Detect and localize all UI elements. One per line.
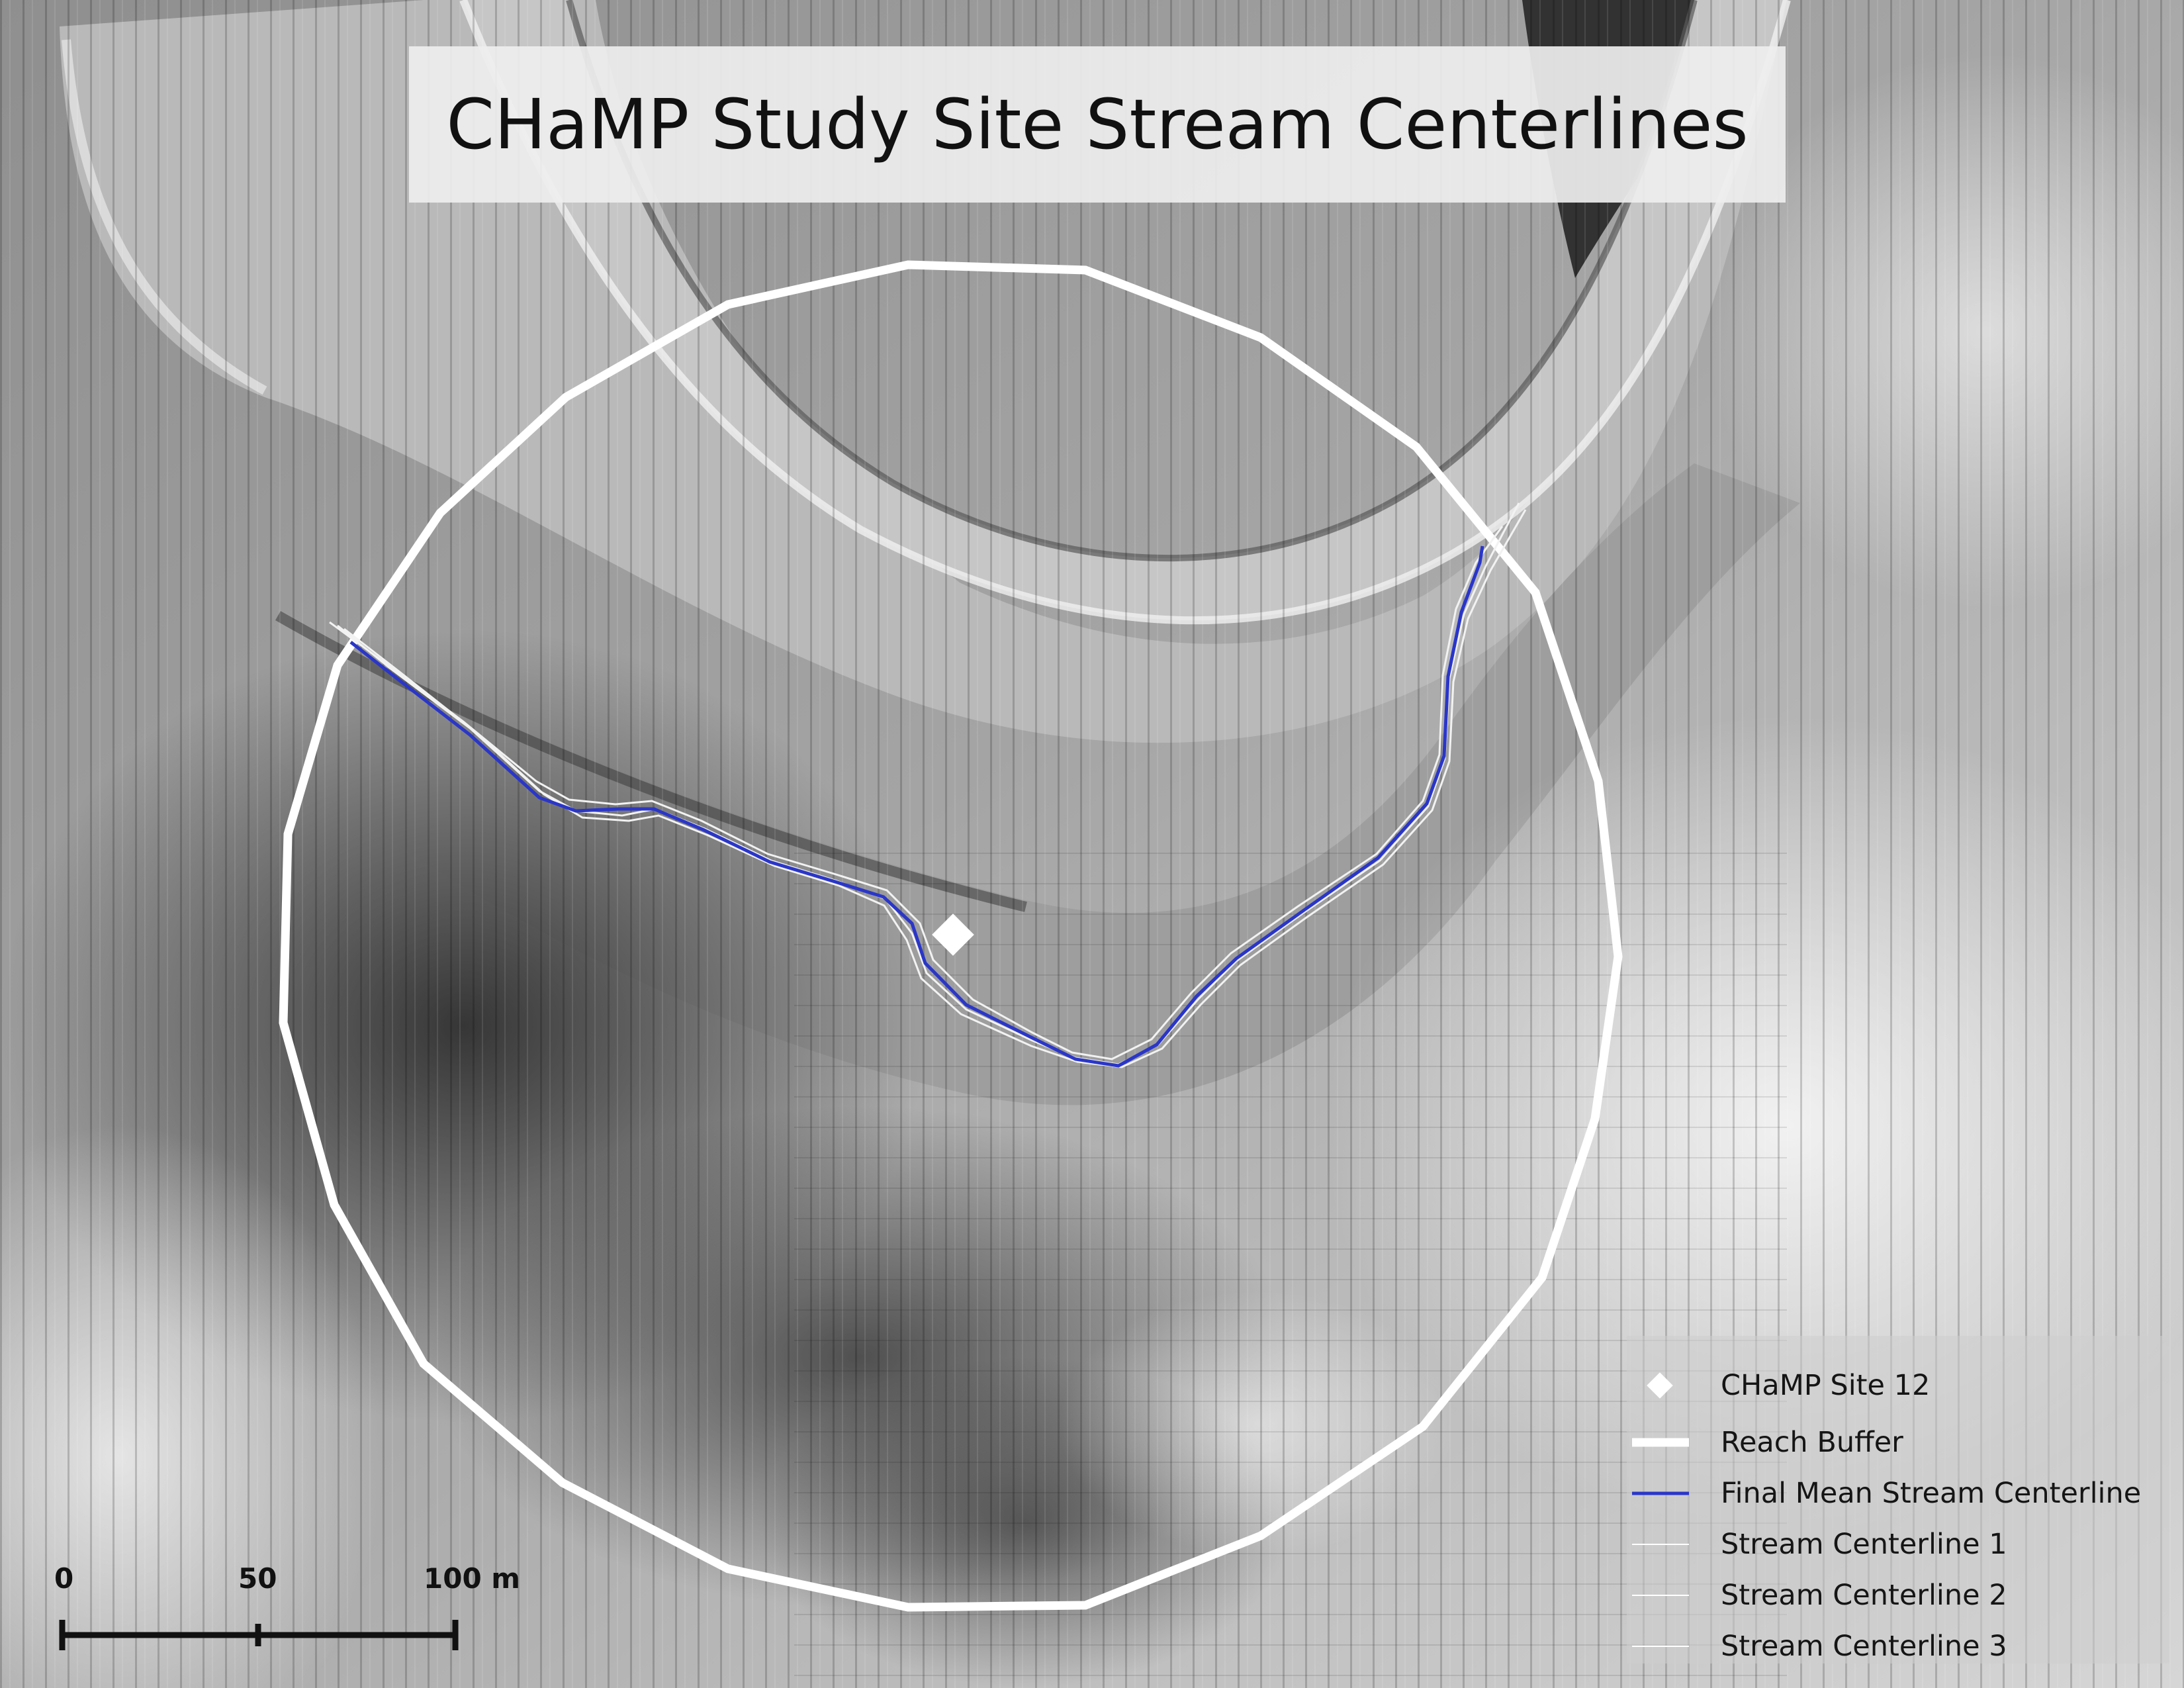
- map-title: CHaMP Study Site Stream Centerlines: [446, 84, 1748, 165]
- legend-item-site: CHaMP Site 12: [1627, 1362, 2169, 1409]
- legend-item-centerline-1: Stream Centerline 1: [1627, 1521, 2169, 1568]
- thin-line-icon: [1627, 1572, 1693, 1618]
- legend-item-centerline-2: Stream Centerline 2: [1627, 1572, 2169, 1618]
- thick-line-icon: [1627, 1419, 1693, 1466]
- legend-label: Final Mean Stream Centerline: [1721, 1470, 2141, 1517]
- scale-label-0: 0: [54, 1562, 73, 1595]
- scale-label-50: 50: [238, 1562, 277, 1595]
- legend: CHaMP Site 12 Reach Buffer Final Mean St…: [1627, 1336, 2169, 1664]
- scale-label-100: 100 m: [424, 1562, 520, 1595]
- legend-label: Stream Centerline 2: [1721, 1572, 2007, 1618]
- champ-site-marker[interactable]: [933, 914, 974, 955]
- final-mean-stream-centerline[interactable]: [351, 546, 1482, 1066]
- stream-centerline-1[interactable]: [330, 526, 1502, 1059]
- thin-line-icon: [1627, 1521, 1693, 1568]
- diamond-icon: [1627, 1362, 1693, 1409]
- stream-centerline-2[interactable]: [338, 503, 1519, 1064]
- blue-line-icon: [1627, 1470, 1693, 1517]
- legend-item-centerline-3: Stream Centerline 3: [1627, 1623, 2169, 1669]
- thin-line-icon: [1627, 1623, 1693, 1669]
- legend-label: CHaMP Site 12: [1721, 1362, 1930, 1409]
- legend-label: Stream Centerline 1: [1721, 1521, 2007, 1568]
- legend-item-final-mean: Final Mean Stream Centerline: [1627, 1470, 2169, 1517]
- legend-label: Reach Buffer: [1721, 1419, 1903, 1466]
- scale-bar: 0 50 100 m: [40, 1562, 543, 1662]
- legend-item-reach-buffer: Reach Buffer: [1627, 1419, 2169, 1466]
- scale-bar-graphic: [40, 1599, 543, 1665]
- legend-label: Stream Centerline 3: [1721, 1623, 2007, 1669]
- stream-centerline-3[interactable]: [344, 510, 1525, 1067]
- map-title-box: CHaMP Study Site Stream Centerlines: [409, 46, 1786, 203]
